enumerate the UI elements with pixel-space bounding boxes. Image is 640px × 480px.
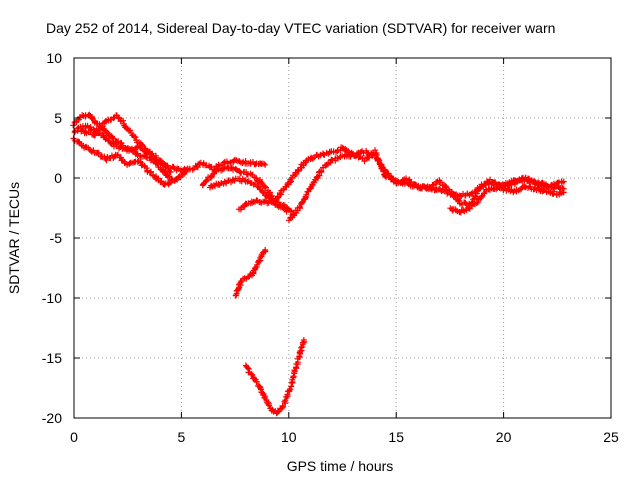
x-tick-label: 0	[70, 429, 78, 445]
x-tick-label: 10	[281, 429, 297, 445]
grid-lines	[74, 58, 611, 418]
x-axis-label: GPS time / hours	[287, 458, 394, 474]
y-tick-label: 10	[46, 50, 62, 66]
data-points	[271, 144, 567, 209]
chart-title: Day 252 of 2014, Sidereal Day-to-day VTE…	[46, 20, 555, 36]
x-tick-labels: 0 5 10 15 20 25	[70, 429, 619, 445]
data-points	[78, 112, 174, 175]
y-tick-label: 5	[54, 110, 62, 126]
y-tick-label: -5	[50, 230, 63, 246]
data-points	[447, 175, 567, 216]
y-tick-label: 0	[54, 170, 62, 186]
y-axis-label: SDTVAR / TECUs	[6, 182, 22, 294]
series-track-j	[447, 175, 567, 216]
y-tick-label: -10	[42, 290, 62, 306]
y-tick-label: -15	[42, 350, 62, 366]
x-tick-label: 20	[496, 429, 512, 445]
x-tick-label: 15	[388, 429, 404, 445]
y-tick-label: -20	[42, 410, 62, 426]
axis-ticks	[73, 57, 612, 419]
data-points	[242, 337, 308, 417]
x-tick-label: 25	[603, 429, 619, 445]
x-tick-label: 5	[178, 429, 186, 445]
series-track-k	[232, 247, 269, 299]
data-points	[232, 247, 269, 299]
series-track-l	[242, 337, 308, 417]
series-track-d	[78, 112, 174, 175]
series-track-i	[271, 144, 567, 209]
data-series	[70, 111, 567, 417]
y-tick-labels: -20 -15 -10 -5 0 5 10	[42, 50, 62, 426]
